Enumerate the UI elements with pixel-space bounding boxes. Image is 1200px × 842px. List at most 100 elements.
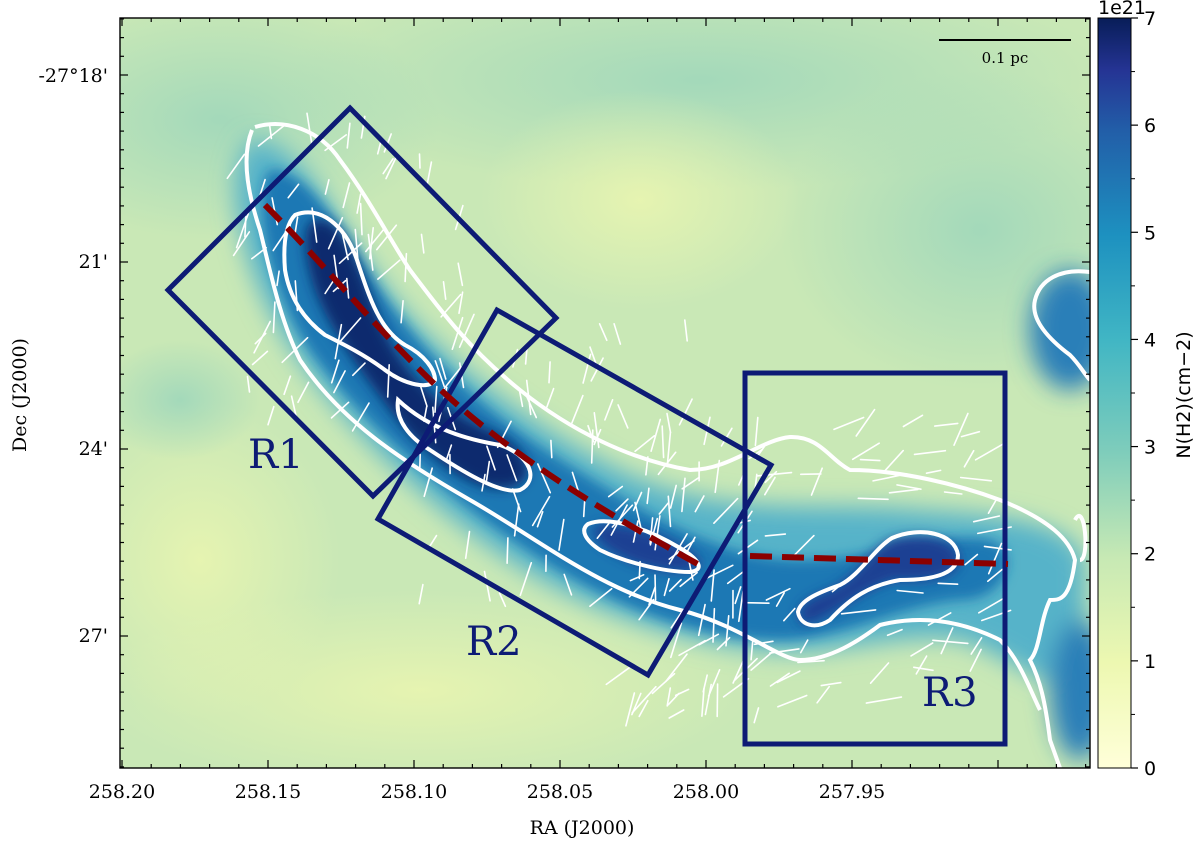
polarization-vector xyxy=(364,228,385,253)
polarization-vector xyxy=(669,622,683,659)
polarization-vector xyxy=(776,670,801,684)
y-tick-label: 21' xyxy=(79,251,108,273)
polarization-vector xyxy=(404,252,408,283)
polarization-vector xyxy=(986,568,1003,583)
polarization-vector xyxy=(648,586,656,606)
polarization-vector xyxy=(226,153,246,180)
polarization-vector xyxy=(669,484,678,509)
polarization-vector xyxy=(377,259,401,280)
polarization-vector xyxy=(420,233,425,254)
polarization-vector xyxy=(782,607,796,622)
polarization-vector xyxy=(793,534,815,557)
polarization-vector xyxy=(604,398,614,421)
x-tick-label: 258.05 xyxy=(527,781,593,803)
polarization-vector xyxy=(451,316,464,351)
polarization-vector xyxy=(385,155,398,180)
polarization-vector xyxy=(375,224,398,251)
polarization-vector xyxy=(257,123,287,147)
polarization-vector xyxy=(645,456,649,476)
polarization-vector xyxy=(697,603,706,637)
polarization-vector xyxy=(593,411,600,449)
polarization-vector xyxy=(423,467,434,498)
y-tick-label: -27°18' xyxy=(39,65,109,87)
polarization-vector xyxy=(419,385,428,408)
region-label-r3: R3 xyxy=(922,670,978,716)
polarization-vector xyxy=(902,414,924,428)
polarization-vector xyxy=(550,439,553,459)
colorbar-exponent: 1e21 xyxy=(1098,0,1146,19)
polarization-vector xyxy=(351,362,366,377)
colorbar-tick-label: 5 xyxy=(1144,222,1156,244)
polarization-vector xyxy=(646,487,650,505)
polarization-vector xyxy=(714,459,721,494)
region-box-r3 xyxy=(742,370,1008,747)
polarization-vector xyxy=(932,639,969,645)
polarization-vector xyxy=(629,573,645,582)
polarization-vector xyxy=(840,609,877,615)
polarization-vector xyxy=(953,412,969,447)
polarization-vector xyxy=(666,687,672,707)
polarization-vector xyxy=(737,590,744,623)
polarization-vector xyxy=(666,431,672,468)
polarization-vector xyxy=(558,518,565,551)
polarization-vector xyxy=(434,385,438,414)
polarization-vector xyxy=(913,449,947,456)
polarization-vector xyxy=(668,578,682,592)
polarization-vector xyxy=(548,361,551,384)
polarization-vector xyxy=(886,628,903,637)
axis-ticks xyxy=(120,18,1090,768)
polarization-vector xyxy=(667,495,672,528)
polarization-vector xyxy=(458,291,464,315)
polarization-vector xyxy=(506,454,518,482)
colorbar-tick-label: 4 xyxy=(1144,329,1156,351)
polarization-vector xyxy=(764,533,787,537)
polarization-vector xyxy=(607,485,624,498)
polarization-vector xyxy=(536,510,544,528)
polarization-vector xyxy=(359,202,363,236)
polarization-vector xyxy=(964,553,979,566)
polarization-vector xyxy=(506,537,509,565)
polarization-vector xyxy=(910,642,934,657)
polarization-vector xyxy=(681,477,686,513)
polarization-vector xyxy=(857,497,889,501)
polarization-vector xyxy=(598,322,608,342)
polarization-vector xyxy=(713,497,739,525)
polarization-vector xyxy=(959,476,993,482)
polarization-vector xyxy=(351,402,370,432)
polarization-vector xyxy=(987,497,999,515)
region-label-r2: R2 xyxy=(466,619,522,665)
polarization-vector xyxy=(267,405,275,426)
polarization-vector xyxy=(977,596,1006,614)
polarization-vector xyxy=(974,442,1006,461)
polarization-vector xyxy=(937,582,959,586)
polarization-vector xyxy=(667,692,680,706)
polarization-vector xyxy=(400,299,404,324)
polarization-vector xyxy=(925,469,942,475)
polarization-vector xyxy=(464,530,471,560)
polarization-vector xyxy=(324,179,330,195)
polarization-vector xyxy=(518,388,524,408)
polarization-vector xyxy=(654,515,661,551)
polarization-vector xyxy=(367,233,374,271)
polarization-vector xyxy=(276,270,280,287)
polarization-vector xyxy=(386,363,391,398)
polarization-vector xyxy=(625,692,636,727)
scale-bar: 0.1 pc xyxy=(939,39,1071,67)
polarization-vector xyxy=(634,501,643,533)
polarization-vector xyxy=(661,425,665,459)
polarization-vector xyxy=(769,648,800,654)
x-tick-label: 258.20 xyxy=(89,781,155,803)
polarization-vector xyxy=(590,429,594,464)
y-tick-label: 27' xyxy=(79,625,108,647)
polarization-vector xyxy=(915,655,928,675)
polarization-vector xyxy=(306,112,313,144)
polarization-vector xyxy=(311,207,318,243)
polarization-vector xyxy=(777,694,808,708)
polarization-vectors xyxy=(226,112,1013,727)
polarization-vector xyxy=(650,418,662,453)
polarization-vector xyxy=(775,591,786,607)
polarization-vector xyxy=(754,473,758,490)
polarization-vector xyxy=(912,666,934,672)
polarization-vector xyxy=(333,370,346,394)
